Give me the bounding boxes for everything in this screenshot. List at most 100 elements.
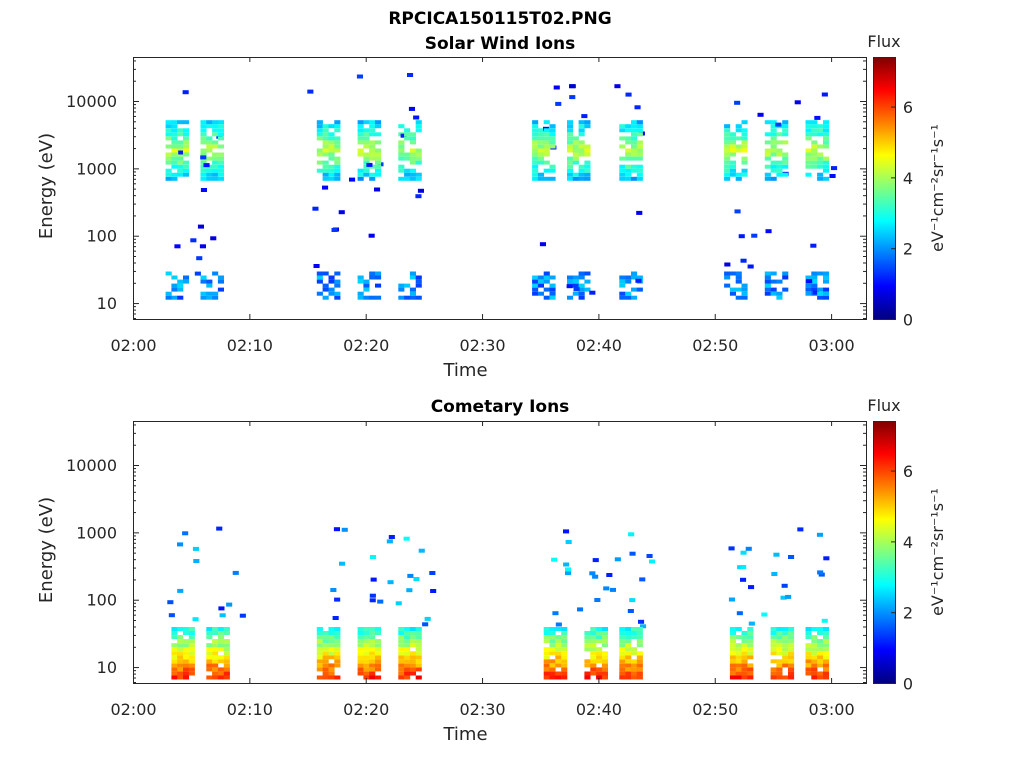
heatmap-cell bbox=[596, 659, 603, 664]
heatmap-cell bbox=[584, 647, 591, 652]
heatmap-cell bbox=[729, 671, 736, 676]
heatmap-cell bbox=[212, 168, 219, 173]
heatmap-cell bbox=[817, 291, 824, 296]
heatmap-cell bbox=[363, 675, 370, 680]
heatmap-cell bbox=[322, 667, 329, 672]
heatmap-cell bbox=[165, 172, 172, 177]
heatmap-cell bbox=[625, 156, 632, 161]
heatmap-cell bbox=[764, 172, 771, 177]
heatmap-cell bbox=[212, 120, 219, 125]
heatmap-cell bbox=[782, 132, 789, 137]
heatmap-cell bbox=[741, 172, 748, 177]
heatmap-cell bbox=[584, 643, 591, 648]
heatmap-cell bbox=[735, 663, 742, 668]
heatmap-cell bbox=[369, 156, 376, 161]
heatmap-cell bbox=[761, 612, 768, 617]
heatmap-cell bbox=[375, 667, 382, 672]
heatmap-cell bbox=[590, 667, 597, 672]
heatmap-cell bbox=[328, 124, 335, 129]
heatmap-cell bbox=[601, 671, 608, 676]
heatmap-cell bbox=[776, 140, 783, 145]
heatmap-cell bbox=[177, 295, 184, 300]
heatmap-cell bbox=[724, 128, 731, 133]
heatmap-cell bbox=[212, 160, 219, 165]
heatmap-cell bbox=[741, 283, 748, 288]
heatmap-cell bbox=[212, 176, 219, 181]
heatmap-cell bbox=[625, 128, 632, 133]
heatmap-cell bbox=[212, 152, 219, 157]
heatmap-cell bbox=[572, 160, 579, 165]
heatmap-cell bbox=[823, 136, 830, 141]
heatmap-cell bbox=[206, 148, 213, 153]
heatmap-cell bbox=[316, 160, 323, 165]
heatmap-cell bbox=[817, 176, 824, 181]
heatmap-cell bbox=[322, 128, 329, 133]
heatmap-cell bbox=[589, 290, 596, 295]
heatmap-cell bbox=[188, 639, 195, 644]
heatmap-cell bbox=[823, 663, 830, 668]
heatmap-cell bbox=[369, 176, 376, 181]
heatmap-cell bbox=[770, 168, 777, 173]
heatmap-cell bbox=[217, 671, 224, 676]
heatmap-cell bbox=[543, 148, 550, 153]
heatmap-cell bbox=[398, 651, 405, 656]
heatmap-cell bbox=[537, 152, 544, 157]
heatmap-cell bbox=[578, 128, 585, 133]
heatmap-cell bbox=[741, 663, 748, 668]
x-tick-label: 02:30 bbox=[459, 700, 505, 719]
heatmap-cell bbox=[532, 140, 539, 145]
heatmap-cell bbox=[567, 172, 574, 177]
heatmap-cell bbox=[532, 287, 539, 292]
heatmap-cell bbox=[788, 667, 795, 672]
heatmap-cell bbox=[788, 655, 795, 660]
heatmap-cell bbox=[369, 659, 376, 664]
heatmap-cell bbox=[183, 144, 190, 149]
heatmap-cell bbox=[572, 275, 579, 280]
heatmap-cell bbox=[322, 295, 329, 300]
heatmap-cell bbox=[549, 275, 556, 280]
heatmap-cell bbox=[631, 156, 638, 161]
heatmap-cell bbox=[328, 643, 335, 648]
heatmap-cell bbox=[619, 164, 626, 169]
heatmap-cell bbox=[369, 120, 376, 125]
heatmap-cell bbox=[357, 152, 364, 157]
heatmap-cell bbox=[200, 132, 207, 137]
heatmap-cell bbox=[328, 663, 335, 668]
heatmap-cell bbox=[563, 529, 570, 534]
heatmap-cell bbox=[415, 647, 422, 652]
heatmap-cell bbox=[404, 283, 411, 288]
heatmap-cell bbox=[404, 655, 411, 660]
heatmap-cell bbox=[640, 624, 647, 629]
heatmap-cell bbox=[363, 279, 370, 284]
heatmap-cell bbox=[334, 627, 341, 631]
heatmap-cell bbox=[219, 613, 226, 618]
heatmap-cell bbox=[363, 168, 370, 173]
heatmap-cell bbox=[636, 643, 643, 648]
heatmap-cell bbox=[369, 643, 376, 648]
x-tick-label: 02:50 bbox=[692, 700, 738, 719]
heatmap-cell bbox=[734, 100, 741, 105]
heatmap-cell bbox=[316, 631, 323, 635]
heatmap-cell bbox=[770, 148, 777, 153]
heatmap-cell bbox=[409, 295, 416, 300]
heatmap-cell bbox=[629, 598, 636, 603]
heatmap-cell bbox=[823, 275, 830, 280]
heatmap-cell bbox=[322, 124, 329, 129]
heatmap-cell bbox=[782, 271, 789, 276]
heatmap-cell bbox=[316, 667, 323, 672]
heatmap-cell bbox=[171, 144, 178, 149]
heatmap-cell bbox=[363, 639, 370, 644]
heatmap-cell bbox=[776, 291, 783, 296]
heatmap-cell bbox=[770, 627, 777, 631]
heatmap-cell bbox=[422, 622, 429, 627]
heatmap-cell bbox=[177, 156, 184, 161]
heatmap-cell bbox=[398, 639, 405, 644]
heatmap-cell bbox=[404, 136, 411, 141]
heatmap-cell bbox=[183, 667, 190, 672]
heatmap-cell bbox=[567, 148, 574, 153]
heatmap-cell bbox=[724, 136, 731, 141]
heatmap-cell bbox=[206, 631, 213, 635]
heatmap-cell bbox=[764, 271, 771, 276]
heatmap-cell bbox=[193, 559, 200, 563]
x-tick-label: 02:40 bbox=[576, 336, 622, 355]
